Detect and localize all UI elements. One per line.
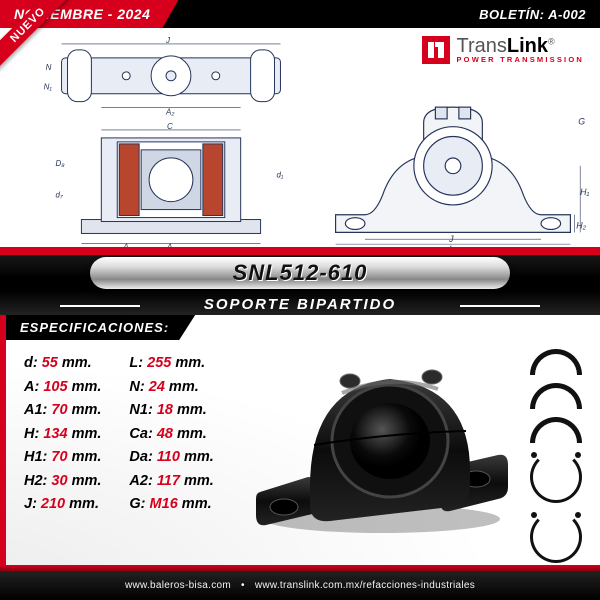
spec-row: L: 255 mm. <box>129 355 213 371</box>
diagram-right: TransLink® POWER TRANSMISSION <box>312 28 600 253</box>
brand-suffix: Link <box>507 35 548 57</box>
snap-ring-icon <box>530 511 582 563</box>
nuevo-label: NUEVO <box>0 0 77 74</box>
spec-columns: d: 55 mm. A: 105 mm. A1: 70 mm. H: 134 mm. H… <box>24 355 214 512</box>
spec-row: A1: 70 mm. <box>24 402 101 418</box>
spec-row: H1: 70 mm. <box>24 449 101 465</box>
spec-row: A: 105 mm. <box>24 379 101 395</box>
svg-text:D₈: D₈ <box>56 158 66 167</box>
brand-logo: TransLink® POWER TRANSMISSION <box>316 36 590 64</box>
svg-text:C: C <box>167 122 173 131</box>
model-pill: SNL512-610 <box>90 257 510 289</box>
seal-ring-icon <box>530 349 582 375</box>
title-bar: SNL512-610 SOPORTE BIPARTIDO <box>0 253 600 315</box>
snap-ring-icon <box>530 451 582 503</box>
brand-name: TransLink® <box>456 36 584 56</box>
drawing-section: C D₈ d₇ d₁ A A₁ <box>34 120 308 249</box>
page: NUEVO NOVIEMBRE - 2024 BOLETÍN: A-002 <box>0 0 600 600</box>
spec-row: J: 210 mm. <box>24 496 101 512</box>
footer-url-2: www.translink.com.mx/refacciones-industr… <box>255 580 475 591</box>
title-redstripe <box>0 247 600 255</box>
svg-text:J: J <box>165 36 171 45</box>
diagrams-area: J A₂ N N₁ <box>0 28 600 253</box>
brand-prefix: Trans <box>456 35 506 57</box>
footer-sep: • <box>241 580 245 591</box>
spec-row: H: 134 mm. <box>24 426 101 442</box>
svg-text:A₂: A₂ <box>165 108 174 116</box>
logo-text: TransLink® POWER TRANSMISSION <box>456 36 584 64</box>
spec-row: G: M16 mm. <box>129 496 213 512</box>
svg-text:d₇: d₇ <box>56 190 64 199</box>
header-bar: NOVIEMBRE - 2024 BOLETÍN: A-002 <box>0 0 600 28</box>
spec-row: Ca: 48 mm. <box>129 426 213 442</box>
footer-url-1: www.baleros-bisa.com <box>125 580 231 591</box>
svg-text:H₁: H₁ <box>580 187 589 197</box>
spec-heading: ESPECIFICACIONES: <box>6 315 195 340</box>
drawing-front: G H₁ H₂ L J <box>316 68 590 249</box>
brand-reg: ® <box>548 37 555 47</box>
footer-bar: www.baleros-bisa.com • www.translink.com… <box>0 571 600 600</box>
spec-col-2: L: 255 mm. N: 24 mm. N1: 18 mm. Ca: 48 mm. D… <box>129 355 213 512</box>
product-subtitle: SOPORTE BIPARTIDO <box>0 296 600 313</box>
accessory-rings <box>530 349 582 563</box>
svg-text:d₁: d₁ <box>277 170 284 179</box>
spec-col-1: d: 55 mm. A: 105 mm. A1: 70 mm. H: 134 mm. H… <box>24 355 101 512</box>
spec-row: N: 24 mm. <box>129 379 213 395</box>
spec-row: Da: 110 mm. <box>129 449 213 465</box>
seal-ring-icon <box>530 417 582 443</box>
header-bulletin: BOLETÍN: A-002 <box>479 7 600 22</box>
svg-text:J: J <box>448 234 454 244</box>
logo-mark-icon <box>422 36 450 64</box>
spec-row: d: 55 mm. <box>24 355 101 371</box>
brand-tagline: POWER TRANSMISSION <box>456 56 584 64</box>
spec-area: ESPECIFICACIONES: d: 55 mm. A: 105 mm. A1:… <box>0 315 600 571</box>
seal-ring-icon <box>530 383 582 409</box>
product-render <box>250 337 510 537</box>
svg-text:G: G <box>578 117 585 127</box>
spec-row: H2: 30 mm. <box>24 473 101 489</box>
spec-row: A2: 117 mm. <box>129 473 213 489</box>
spec-row: N1: 18 mm. <box>129 402 213 418</box>
svg-text:N₁: N₁ <box>44 83 53 92</box>
model-number: SNL512-610 <box>233 260 368 286</box>
nuevo-badge: NUEVO <box>0 0 80 80</box>
svg-text:H₂: H₂ <box>576 220 586 230</box>
